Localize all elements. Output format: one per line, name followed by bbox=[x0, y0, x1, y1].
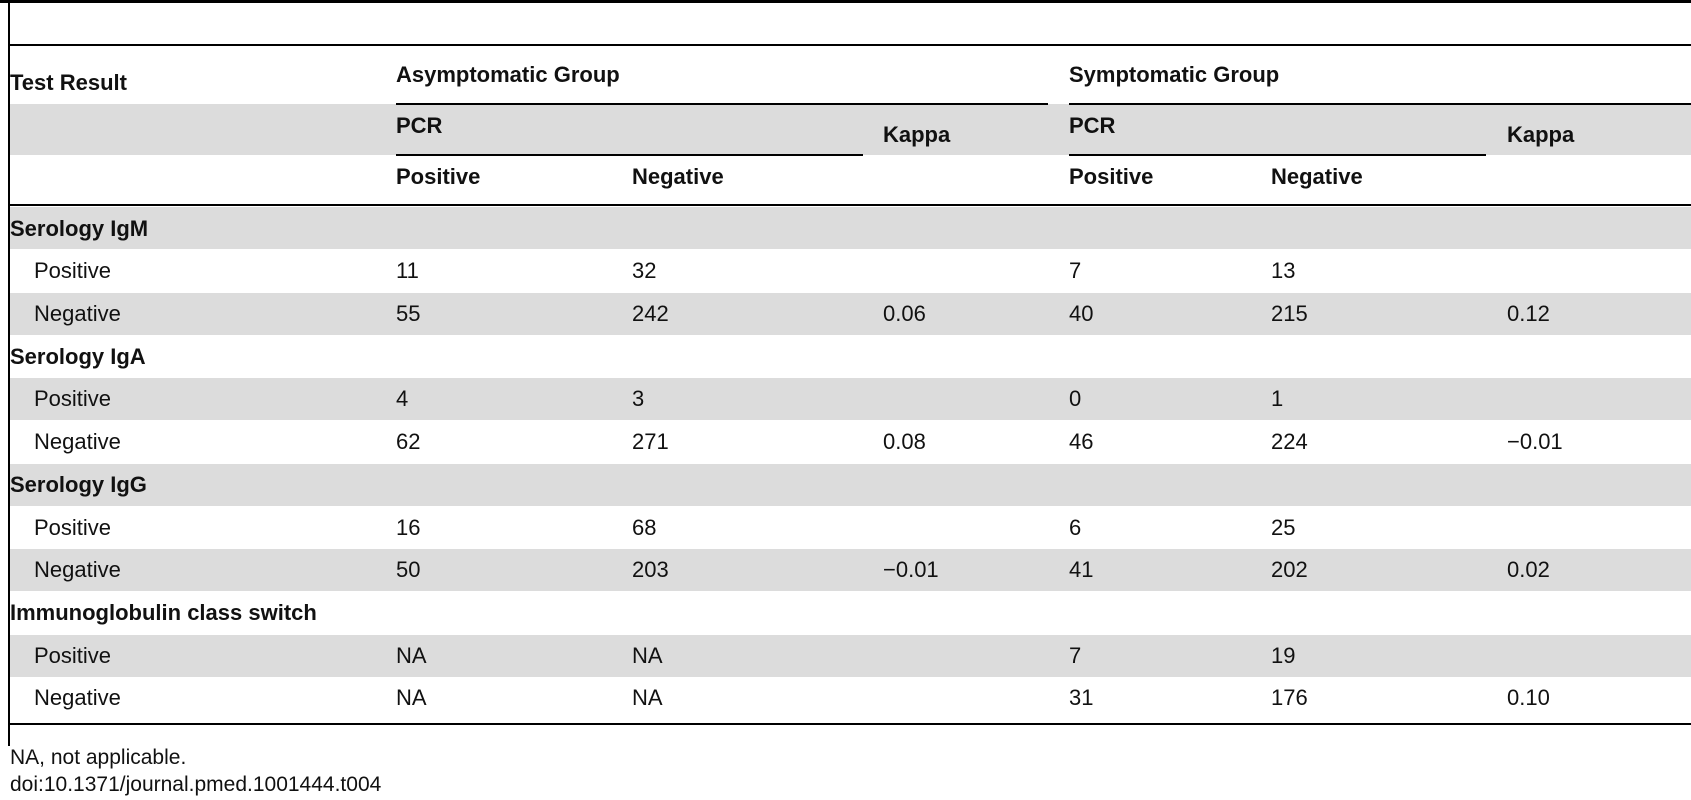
header-sym-pcr: PCR bbox=[1069, 113, 1116, 138]
cell-sym-pos: 6 bbox=[1069, 515, 1082, 540]
cell-sym-pos: 7 bbox=[1069, 643, 1082, 668]
cell-sym-kappa: −0.01 bbox=[1507, 429, 1563, 454]
cell-asym-pos: 55 bbox=[396, 301, 421, 326]
row-band bbox=[10, 378, 1691, 420]
sym-pcr-underline bbox=[1069, 154, 1486, 156]
row-label: Positive bbox=[34, 643, 112, 668]
cell-sym-pos: 7 bbox=[1069, 258, 1082, 283]
row-band bbox=[10, 464, 1691, 506]
cell-asym-neg: 242 bbox=[632, 301, 669, 326]
header-asym-kappa: Kappa bbox=[883, 122, 951, 147]
row-band bbox=[10, 293, 1691, 335]
cell-sym-pos: 31 bbox=[1069, 685, 1094, 710]
header-pcr-band bbox=[10, 104, 1691, 155]
header-asym-pcr: PCR bbox=[396, 113, 443, 138]
cell-sym-neg: 215 bbox=[1271, 301, 1308, 326]
header-asymptomatic-group: Asymptomatic Group bbox=[396, 62, 620, 87]
cell-asym-neg: NA bbox=[632, 685, 663, 710]
cell-asym-neg: NA bbox=[632, 643, 663, 668]
section-label: Serology IgG bbox=[10, 472, 147, 497]
row-band bbox=[10, 207, 1691, 249]
footnote-abbreviation: NA, not applicable. bbox=[10, 746, 187, 769]
header-asym-negative: Negative bbox=[632, 164, 724, 189]
cell-sym-kappa: 0.10 bbox=[1507, 685, 1550, 710]
header-asym-positive: Positive bbox=[396, 164, 481, 189]
cell-asym-kappa: −0.01 bbox=[883, 557, 939, 582]
row-label: Negative bbox=[34, 429, 121, 454]
header-sym-kappa: Kappa bbox=[1507, 122, 1575, 147]
top-rule bbox=[0, 0, 1691, 3]
section-label: Serology IgM bbox=[10, 216, 149, 241]
row-label: Negative bbox=[34, 301, 121, 326]
cell-sym-kappa: 0.02 bbox=[1507, 557, 1550, 582]
cell-sym-neg: 1 bbox=[1271, 386, 1284, 411]
table-top-rule bbox=[10, 44, 1691, 46]
cell-asym-pos: 11 bbox=[396, 258, 419, 283]
asym-pcr-underline bbox=[396, 154, 863, 156]
cell-sym-pos: 41 bbox=[1069, 557, 1094, 582]
cell-asym-pos: 16 bbox=[396, 515, 421, 540]
row-label: Positive bbox=[34, 515, 112, 540]
table-bottom-rule bbox=[10, 723, 1691, 725]
header-sym-positive: Positive bbox=[1069, 164, 1154, 189]
header-symptomatic-group: Symptomatic Group bbox=[1069, 62, 1280, 87]
cell-sym-neg: 202 bbox=[1271, 557, 1308, 582]
cell-asym-neg: 32 bbox=[632, 258, 657, 283]
cell-asym-neg: 68 bbox=[632, 515, 657, 540]
left-rule bbox=[8, 0, 10, 746]
cell-sym-neg: 25 bbox=[1271, 515, 1296, 540]
cell-sym-pos: 40 bbox=[1069, 301, 1094, 326]
sym-group-underline bbox=[1069, 103, 1691, 105]
section-label: Immunoglobulin class switch bbox=[10, 600, 317, 625]
cell-sym-neg: 224 bbox=[1271, 429, 1308, 454]
cell-asym-kappa: 0.06 bbox=[883, 301, 926, 326]
cell-asym-pos: 62 bbox=[396, 429, 421, 454]
cell-asym-pos: 4 bbox=[396, 386, 409, 411]
cell-asym-pos: NA bbox=[396, 685, 427, 710]
cell-sym-neg: 13 bbox=[1271, 258, 1296, 283]
cell-asym-neg: 271 bbox=[632, 429, 669, 454]
header-bottom-rule bbox=[10, 204, 1691, 206]
row-label: Negative bbox=[34, 557, 121, 582]
cell-asym-pos: 50 bbox=[396, 557, 421, 582]
cell-sym-neg: 19 bbox=[1271, 643, 1296, 668]
header-sym-negative: Negative bbox=[1271, 164, 1363, 189]
cell-sym-kappa: 0.12 bbox=[1507, 301, 1550, 326]
cell-asym-neg: 3 bbox=[632, 386, 645, 411]
footnote-doi: doi:10.1371/journal.pmed.1001444.t004 bbox=[10, 773, 382, 796]
cell-sym-neg: 176 bbox=[1271, 685, 1308, 710]
section-label: Serology IgA bbox=[10, 344, 146, 369]
row-band bbox=[10, 635, 1691, 677]
asym-group-underline bbox=[396, 103, 1048, 105]
header-test-result: Test Result bbox=[10, 70, 127, 95]
cell-sym-pos: 46 bbox=[1069, 429, 1094, 454]
row-label: Negative bbox=[34, 685, 121, 710]
cell-asym-pos: NA bbox=[396, 643, 427, 668]
row-band bbox=[10, 549, 1691, 591]
cell-asym-kappa: 0.08 bbox=[883, 429, 926, 454]
cell-sym-pos: 0 bbox=[1069, 386, 1082, 411]
cell-asym-neg: 203 bbox=[632, 557, 669, 582]
row-label: Positive bbox=[34, 386, 112, 411]
row-label: Positive bbox=[34, 258, 112, 283]
